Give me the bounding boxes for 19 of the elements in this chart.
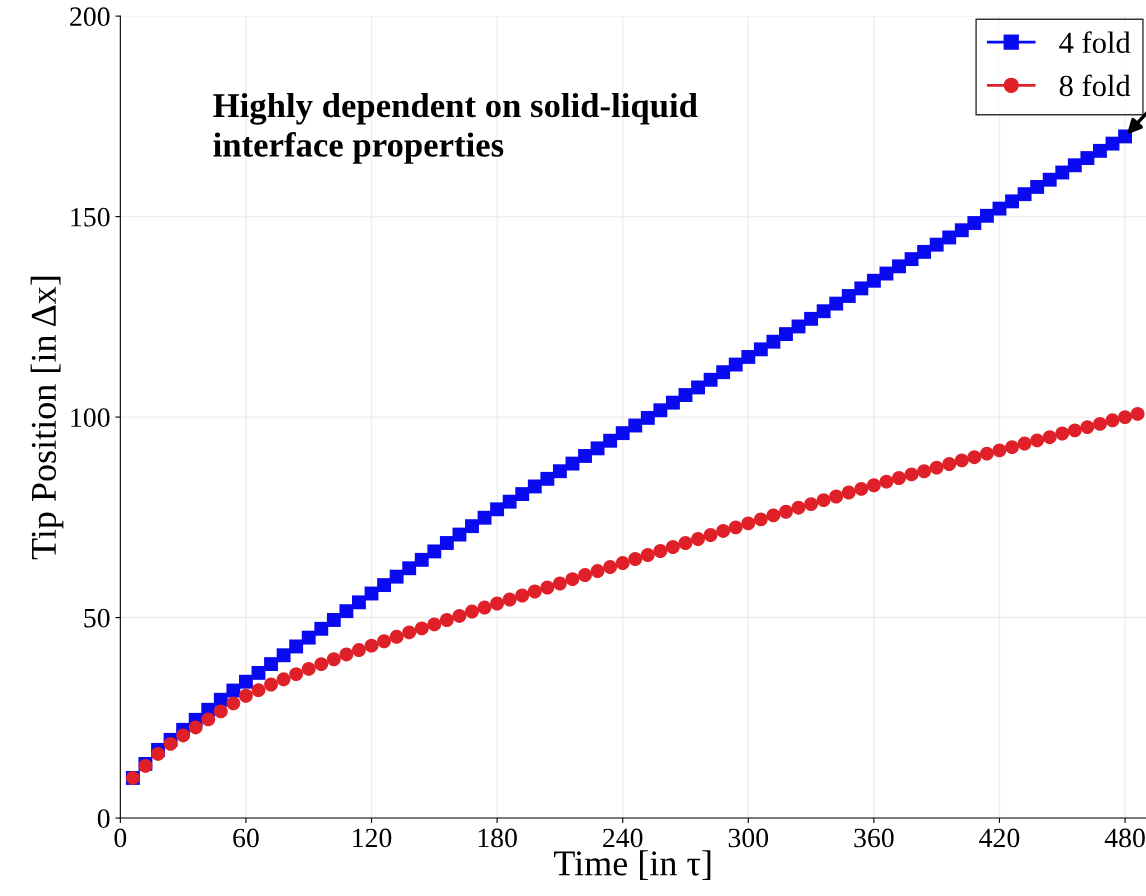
x-tick-label: 360 xyxy=(854,828,894,848)
y-tick-label: 150 xyxy=(71,207,110,227)
y-tick-label: 0 xyxy=(97,809,110,828)
x-tick-label: 480 xyxy=(1104,828,1145,848)
x-tick-label: 420 xyxy=(979,828,1020,848)
x-tick-label: 300 xyxy=(728,828,769,848)
legend-label: 8 fold xyxy=(1059,74,1131,97)
y-tick-label: 100 xyxy=(71,408,110,427)
x-tick-label: 60 xyxy=(233,828,259,848)
x-tick-label: 0 xyxy=(114,828,127,848)
y-tick-label: 50 xyxy=(84,608,110,628)
y-tick-label: 200 xyxy=(70,7,110,27)
x-tick-label: 120 xyxy=(353,828,392,848)
annotation: Highly dependent on solid-liquid interface properties xyxy=(213,92,698,164)
x-axis-title: Time [in τ] xyxy=(554,850,711,881)
legend-label: 4 fold xyxy=(1059,31,1131,54)
x-tick-label: 240 xyxy=(603,828,643,848)
x-tick-label: 180 xyxy=(478,828,517,848)
y-axis-title: Tip Position [in Δx] xyxy=(30,276,64,560)
